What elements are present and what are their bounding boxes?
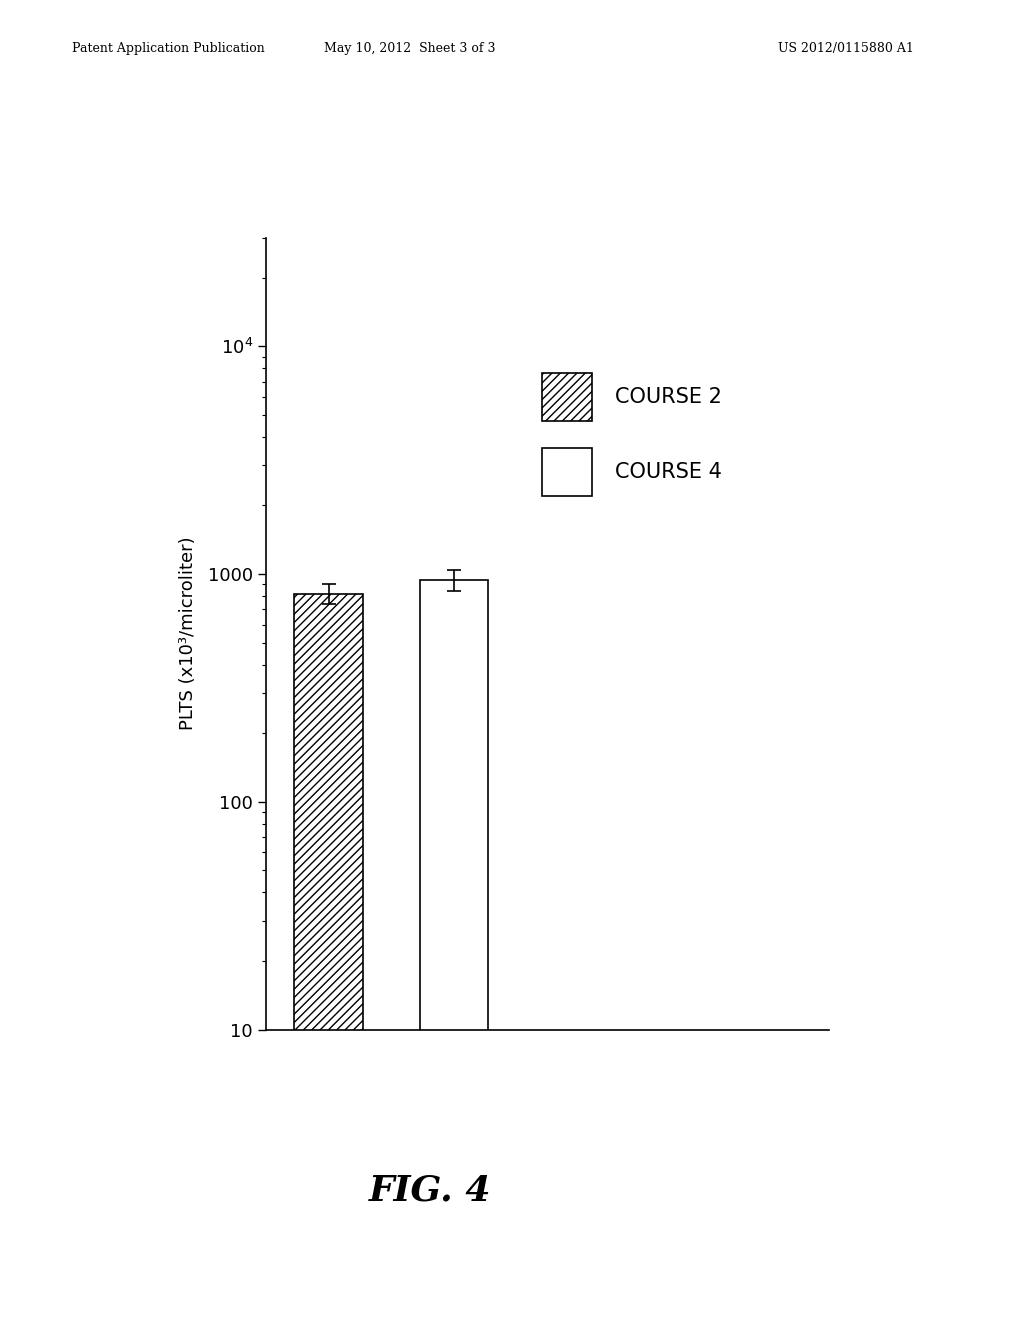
Text: May 10, 2012  Sheet 3 of 3: May 10, 2012 Sheet 3 of 3 [324,42,496,55]
Text: FIG. 4: FIG. 4 [369,1173,492,1208]
Bar [542,449,592,496]
Text: US 2012/0115880 A1: US 2012/0115880 A1 [778,42,914,55]
Bar [295,594,364,1320]
Bar [542,374,592,421]
Bar [420,581,488,1320]
Text: COURSE 2: COURSE 2 [614,387,722,407]
Text: Patent Application Publication: Patent Application Publication [72,42,264,55]
Text: COURSE 4: COURSE 4 [614,462,722,482]
Y-axis label: PLTS (x10³/microliter): PLTS (x10³/microliter) [179,537,197,730]
